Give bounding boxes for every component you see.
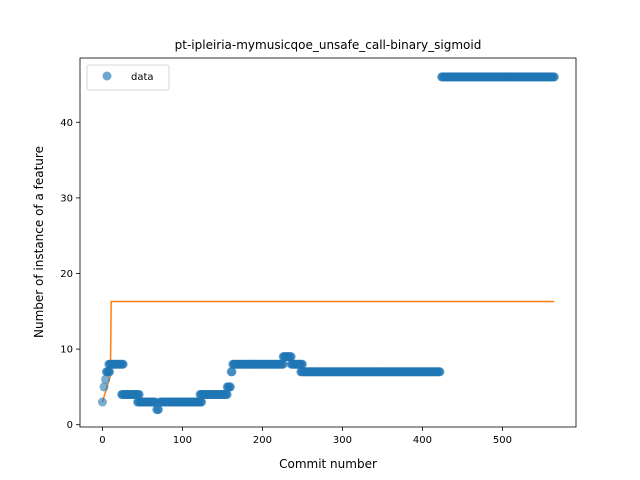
data-point — [222, 389, 232, 399]
legend-box — [86, 64, 170, 91]
x-axis: 0 100 200 300 400 500 — [99, 427, 512, 446]
data-point — [297, 359, 307, 369]
plot-area — [97, 72, 559, 415]
x-tick-label: 100 — [173, 435, 192, 446]
y-axis-label: Number of instance of a feature — [32, 146, 46, 338]
x-tick-label: 200 — [253, 435, 272, 446]
y-tick-label: 10 — [60, 345, 73, 356]
data-point — [278, 359, 288, 369]
x-tick-label: 300 — [333, 435, 352, 446]
data-point — [286, 352, 296, 362]
data-point — [549, 72, 559, 82]
chart-title: pt-ipleiria-mymusicqoe_unsafe_call-binar… — [175, 38, 482, 52]
data-point — [197, 397, 207, 407]
data-point — [101, 374, 111, 384]
data-point — [153, 405, 163, 415]
data-point — [435, 367, 445, 377]
legend-marker-data — [102, 71, 112, 81]
data-point — [134, 389, 144, 399]
legend-label-data: data — [131, 72, 154, 83]
legend: data — [86, 64, 170, 91]
x-tick-label: 500 — [493, 435, 512, 446]
x-tick-label: 400 — [413, 435, 432, 446]
y-axis: 0 10 20 30 40 — [60, 118, 80, 431]
data-point — [118, 359, 128, 369]
data-point — [105, 367, 115, 377]
data-point — [225, 382, 235, 392]
data-point — [227, 367, 237, 377]
data-point — [97, 397, 107, 407]
y-tick-label: 30 — [60, 193, 73, 204]
plot-frame — [79, 57, 577, 428]
y-tick-label: 0 — [67, 420, 73, 431]
data-point — [99, 382, 109, 392]
y-tick-label: 20 — [60, 269, 73, 280]
y-tick-label: 40 — [60, 118, 73, 129]
x-axis-label: Commit number — [279, 457, 377, 471]
x-tick-label: 0 — [99, 435, 105, 446]
